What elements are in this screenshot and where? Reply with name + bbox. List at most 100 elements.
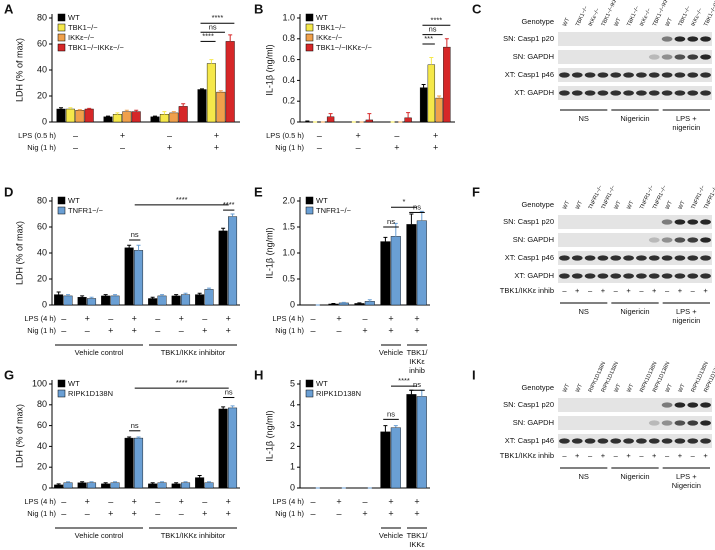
error-bar — [183, 481, 188, 483]
bar — [390, 427, 401, 489]
condition-mark: + — [394, 142, 399, 152]
condition-mark: + — [414, 325, 419, 335]
blot-band — [571, 438, 583, 444]
blot-band — [610, 90, 622, 96]
condition-label: Nig (1 h) — [27, 326, 56, 335]
bar — [124, 247, 134, 306]
blot-header: Genotype — [521, 200, 554, 209]
blot-band — [648, 237, 660, 243]
bar — [218, 230, 228, 306]
condition-mark: + — [362, 325, 367, 335]
panel-letter: D — [4, 184, 13, 199]
bar — [326, 116, 335, 123]
treatment-mark: – — [614, 286, 619, 295]
treatment-mark: – — [691, 286, 696, 295]
legend-label: TBK1−/− — [316, 23, 346, 32]
condition-mark: + — [388, 496, 393, 506]
condition-mark: + — [433, 142, 438, 152]
treatment-mark: – — [665, 451, 670, 460]
blot-band — [623, 438, 634, 444]
bar — [131, 111, 141, 123]
blot-row-label: SN: Casp1 p20 — [503, 34, 554, 43]
condition-mark: + — [85, 313, 90, 323]
blot-band — [661, 273, 673, 279]
condition-mark: – — [85, 325, 90, 335]
blot-strip — [558, 434, 712, 448]
blot-band — [623, 72, 634, 78]
condition-label: Nig (1 h) — [27, 509, 56, 518]
blot-strip — [558, 416, 712, 430]
legend-swatch — [305, 33, 314, 42]
condition-label: Nig (1 h) — [27, 143, 56, 152]
blot-band — [623, 90, 634, 96]
error-bar — [127, 436, 132, 439]
blot-band — [559, 72, 570, 78]
bar — [77, 297, 87, 306]
blot-band — [700, 219, 711, 225]
blot-band — [597, 255, 609, 261]
error-bar — [218, 90, 223, 93]
legend-swatch — [57, 33, 66, 42]
legend-swatch — [305, 13, 314, 22]
bar — [216, 91, 226, 123]
error-bar — [59, 107, 63, 109]
condition-mark: – — [394, 130, 399, 140]
y-tick-label: 0 — [42, 116, 47, 126]
condition-label: Nig (1 h) — [275, 326, 304, 335]
condition-mark: – — [155, 325, 160, 335]
condition-label: LPS (4 h) — [272, 497, 304, 506]
legend-label: TBK1−/−IKKε−/− — [68, 43, 124, 52]
bar — [178, 106, 188, 123]
bar — [206, 63, 216, 123]
group-label: NS — [578, 114, 588, 123]
error-bar — [150, 296, 155, 299]
blot-band — [687, 54, 699, 60]
bar — [148, 298, 158, 306]
lane-label: WT — [678, 383, 687, 394]
legend-swatch — [57, 379, 66, 388]
blot-band — [623, 255, 634, 261]
bar — [404, 117, 412, 123]
condition-mark: – — [317, 130, 322, 140]
blot-strip — [558, 269, 712, 283]
blot-strip — [558, 398, 712, 412]
y-tick-label: 0 — [42, 482, 47, 492]
error-bar — [80, 295, 85, 298]
condition-mark: + — [167, 142, 172, 152]
bar — [103, 116, 113, 123]
error-bar — [437, 95, 442, 99]
blot-band — [559, 273, 570, 279]
group-label: Vehicle — [379, 348, 403, 357]
condition-mark: – — [73, 130, 78, 140]
blot-band — [623, 273, 634, 279]
bar — [435, 97, 443, 123]
legend-swatch — [305, 379, 314, 388]
panel-letter: H — [254, 367, 263, 382]
blot-band — [687, 255, 699, 261]
blot-header: Genotype — [521, 17, 554, 26]
panel-letter: C — [472, 1, 482, 16]
condition-mark: – — [61, 313, 66, 323]
significance-label: ns — [209, 22, 217, 31]
y-tick-label: 60 — [37, 38, 47, 48]
legend-swatch — [57, 23, 66, 32]
condition-label: LPS (0.5 h) — [266, 131, 304, 140]
error-bar — [444, 38, 449, 48]
significance-label: ns — [387, 409, 395, 418]
treatment-mark: + — [703, 286, 708, 295]
bar — [380, 431, 391, 489]
blot-band — [674, 237, 686, 243]
error-bar — [160, 481, 165, 483]
treatment-mark: – — [562, 451, 567, 460]
panel-letter: I — [472, 367, 476, 382]
condition-mark: – — [362, 313, 367, 323]
treatment-label: TBK1/IKKε inhib — [500, 451, 554, 460]
condition-mark: + — [132, 496, 137, 506]
blot-band — [700, 72, 711, 78]
bar — [406, 224, 417, 306]
lane-label: WT — [626, 200, 635, 211]
condition-mark: – — [155, 496, 160, 506]
y-tick-label: 2.0 — [282, 195, 295, 205]
condition-mark: – — [336, 325, 341, 335]
group-label: Vehicle control — [75, 531, 124, 540]
